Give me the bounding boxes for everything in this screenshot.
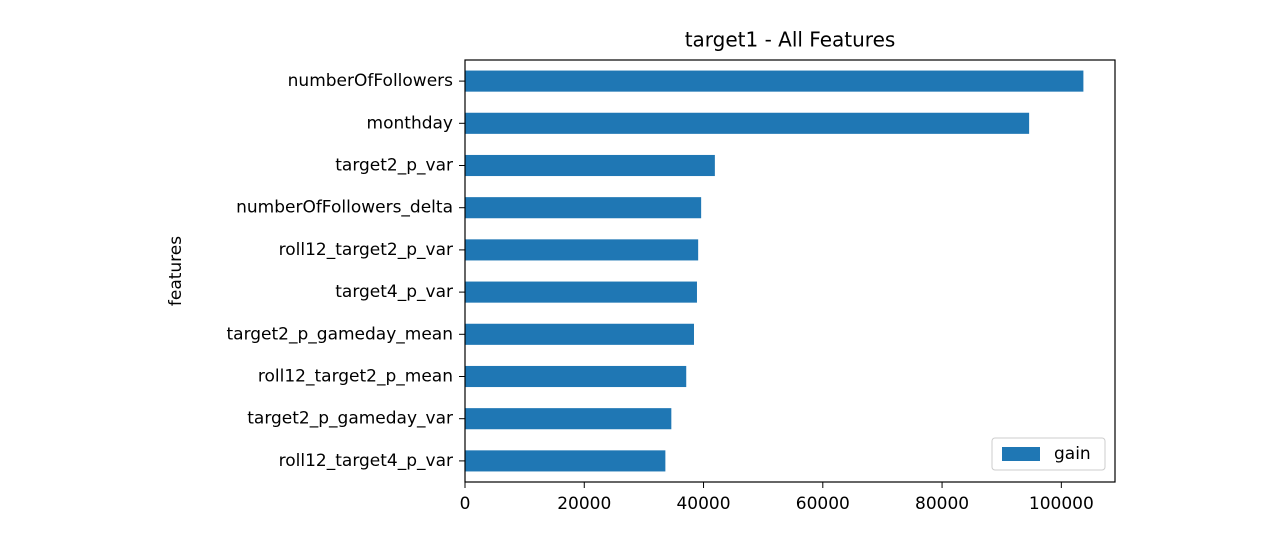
y-tick-label: target2_p_gameday_mean [226, 324, 453, 344]
chart-title: target1 - All Features [685, 28, 896, 52]
x-tick-label: 100000 [1029, 494, 1094, 514]
y-tick-label: roll12_target2_p_mean [258, 367, 453, 387]
y-tick-label: monthday [367, 113, 453, 133]
legend-swatch [1002, 447, 1040, 461]
y-axis-label: features [166, 236, 186, 306]
y-tick-label: target2_p_gameday_var [247, 409, 453, 429]
y-tick-label: numberOfFollowers [288, 71, 453, 91]
bar [465, 323, 694, 345]
plot-frame [464, 59, 1116, 483]
y-tick-label: numberOfFollowers_delta [236, 198, 453, 218]
x-tick-label: 40000 [676, 494, 730, 514]
legend-box [991, 437, 1106, 471]
bar [465, 281, 697, 303]
bar [465, 154, 715, 177]
bar [465, 112, 1030, 134]
x-tick-label: 60000 [796, 494, 850, 514]
bar [465, 239, 699, 261]
y-tick-label: roll12_target4_p_var [279, 451, 453, 471]
x-tick-label: 0 [460, 494, 471, 514]
bar [465, 70, 1084, 92]
x-tick-label: 80000 [915, 494, 969, 514]
bar [465, 408, 672, 430]
x-tick-label: 20000 [557, 494, 611, 514]
bar [465, 365, 687, 388]
legend-label: gain [1054, 444, 1091, 464]
y-tick-label: target2_p_var [335, 156, 453, 176]
y-tick-label: roll12_target2_p_var [279, 240, 453, 260]
y-tick-label: target4_p_var [335, 282, 453, 302]
bar [465, 197, 702, 219]
bar [465, 450, 666, 472]
